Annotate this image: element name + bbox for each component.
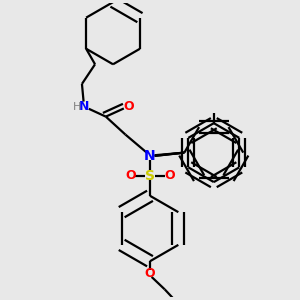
Text: O: O: [164, 169, 175, 182]
Text: H: H: [73, 103, 81, 112]
Text: S: S: [145, 169, 155, 182]
Text: N: N: [144, 149, 156, 163]
Text: O: O: [145, 267, 155, 280]
Text: O: O: [124, 100, 134, 113]
Text: O: O: [125, 169, 136, 182]
Text: N: N: [78, 100, 89, 113]
